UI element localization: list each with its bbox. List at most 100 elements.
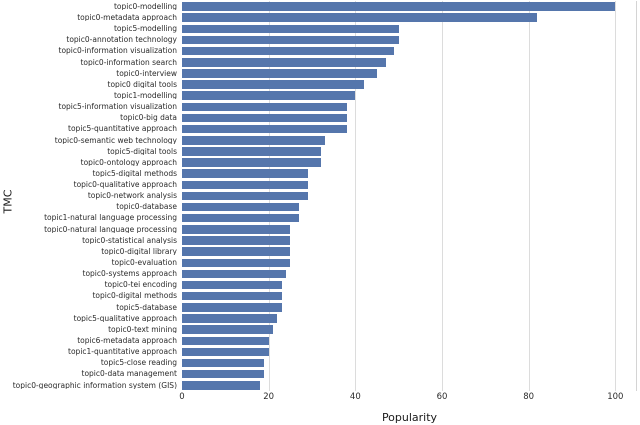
bar-row: topic0-data management bbox=[0, 369, 640, 380]
bar bbox=[182, 46, 395, 56]
bar-row: topic5-digital tools bbox=[0, 146, 640, 157]
category-label: topic1-natural language processing bbox=[44, 214, 177, 222]
bar-row: topic6-metadata approach bbox=[0, 335, 640, 346]
category-label: topic0-annotation technology bbox=[66, 36, 177, 44]
category-label: topic0-information visualization bbox=[58, 47, 178, 55]
bar bbox=[182, 347, 269, 357]
category-label: topic1-quantitative approach bbox=[68, 348, 177, 356]
bar bbox=[182, 247, 291, 256]
category-label: topic0-information search bbox=[80, 58, 177, 67]
category-label: topic0-network analysis bbox=[87, 192, 177, 200]
category-label: topic1-modelling bbox=[113, 91, 177, 100]
bar bbox=[182, 336, 269, 346]
bar-row: topic0-text mining bbox=[0, 324, 640, 335]
category-label: topic5-quantitative approach bbox=[68, 125, 177, 133]
bar-row: topic5-information visualization bbox=[0, 101, 640, 112]
bar-row: topic0 digital tools bbox=[0, 79, 640, 90]
bar-row: topic0-interview bbox=[0, 68, 640, 79]
category-label: topic0 digital tools bbox=[107, 80, 177, 89]
bar bbox=[182, 236, 291, 245]
bar bbox=[182, 13, 538, 22]
bar-row: topic0-semantic web technology bbox=[0, 135, 640, 146]
category-label: topic0-systems approach bbox=[82, 270, 177, 278]
gridline bbox=[615, 1, 617, 391]
category-label: topic5-database bbox=[116, 303, 177, 312]
bar bbox=[182, 169, 308, 178]
bar bbox=[182, 291, 282, 301]
bar-row: topic5-database bbox=[0, 302, 640, 313]
bar-row: topic0-natural language processing bbox=[0, 224, 640, 235]
bar bbox=[182, 381, 260, 390]
gridline bbox=[528, 1, 530, 391]
bar-row: topic0-network analysis bbox=[0, 190, 640, 201]
category-label: topic0-metadata approach bbox=[77, 13, 177, 22]
bar-row: topic0-digital methods bbox=[0, 291, 640, 302]
bar-row: topic0-information visualization bbox=[0, 46, 640, 57]
x-tick-label: 60 bbox=[436, 392, 448, 402]
bar-row: topic0-ontology approach bbox=[0, 157, 640, 168]
category-label: topic0-text mining bbox=[108, 325, 177, 334]
bar bbox=[182, 202, 299, 212]
x-tick-label: 40 bbox=[349, 392, 361, 402]
bar bbox=[182, 191, 308, 201]
bar-row: topic0-annotation technology bbox=[0, 34, 640, 45]
bar-row: topic5-digital methods bbox=[0, 168, 640, 179]
bar bbox=[182, 58, 386, 67]
bar-row: topic5-modelling bbox=[0, 23, 640, 34]
category-label: topic6-metadata approach bbox=[77, 337, 177, 345]
bar bbox=[182, 280, 282, 290]
bar bbox=[182, 2, 616, 11]
x-tick-label: 100 bbox=[607, 392, 624, 402]
gridline bbox=[442, 1, 443, 391]
bar bbox=[182, 213, 299, 223]
bar-row: topic0-statistical analysis bbox=[0, 235, 640, 246]
bar-row: topic0-database bbox=[0, 202, 640, 213]
bar bbox=[182, 124, 347, 134]
category-label: topic0-geographic information system (GI… bbox=[12, 381, 177, 390]
category-label: topic0-ontology approach bbox=[80, 158, 177, 167]
category-label: topic5-digital methods bbox=[92, 169, 177, 178]
category-label: topic0-qualitative approach bbox=[73, 181, 177, 189]
category-label: topic0-digital methods bbox=[92, 292, 177, 300]
bar bbox=[182, 136, 325, 145]
bar-row: topic5-quantitative approach bbox=[0, 124, 640, 135]
bar bbox=[182, 180, 308, 190]
category-label: topic0-digital library bbox=[101, 247, 177, 256]
bar-row: topic0-geographic information system (GI… bbox=[0, 380, 640, 391]
category-label: topic0-natural language processing bbox=[44, 225, 177, 234]
x-tick-label: 20 bbox=[263, 392, 275, 402]
bar bbox=[182, 80, 364, 89]
bar bbox=[182, 358, 265, 368]
bar-row: topic1-natural language processing bbox=[0, 213, 640, 224]
bar bbox=[182, 113, 347, 123]
bar-row: topic5-close reading bbox=[0, 358, 640, 369]
category-label: topic0-interview bbox=[116, 69, 177, 78]
x-tick-label: 0 bbox=[179, 392, 185, 402]
category-label: topic5-close reading bbox=[100, 359, 177, 367]
bar bbox=[182, 35, 399, 45]
bar bbox=[182, 369, 265, 379]
category-label: topic0-tei encoding bbox=[104, 281, 177, 289]
category-label: topic0-semantic web technology bbox=[54, 136, 177, 144]
bar-row: topic0-metadata approach bbox=[0, 12, 640, 23]
bar-row: topic5-qualitative approach bbox=[0, 313, 640, 324]
bar-row: topic0-digital library bbox=[0, 246, 640, 257]
x-axis-label: Popularity bbox=[381, 411, 438, 424]
category-label: topic0-modelling bbox=[113, 2, 177, 11]
bar bbox=[182, 24, 399, 34]
category-label: topic0-database bbox=[116, 203, 177, 211]
bar-row: topic0-qualitative approach bbox=[0, 179, 640, 190]
bar-row: topic1-modelling bbox=[0, 90, 640, 101]
bar bbox=[182, 102, 347, 112]
bar bbox=[182, 91, 356, 100]
gridline bbox=[355, 1, 357, 391]
category-label: topic5-information visualization bbox=[58, 103, 178, 111]
y-axis-label: TMC bbox=[1, 189, 15, 214]
bar bbox=[182, 314, 278, 323]
bar bbox=[182, 269, 286, 279]
category-label: topic0-statistical analysis bbox=[82, 236, 177, 245]
category-label: topic0-evaluation bbox=[111, 259, 177, 267]
bar-row: topic0-evaluation bbox=[0, 257, 640, 268]
bar-row: topic0-tei encoding bbox=[0, 280, 640, 291]
